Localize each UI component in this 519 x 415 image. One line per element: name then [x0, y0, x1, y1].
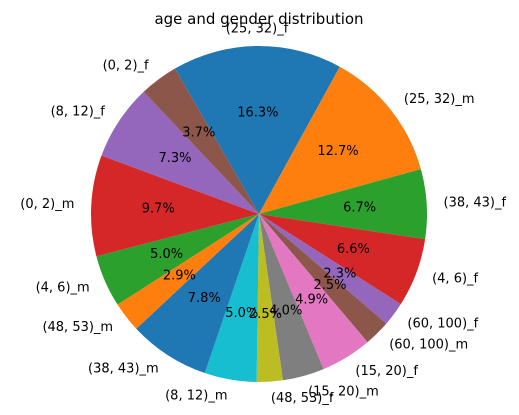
slice-percentage: 7.8% — [188, 291, 221, 306]
slice-label: (48, 53)_m — [42, 320, 113, 335]
slice-percentage: 6.6% — [337, 242, 370, 257]
percentage-labels: 16.3%12.7%6.7%6.6%2.3%2.5%4.9%4.0%2.5%5.… — [142, 106, 376, 322]
slice-label: (0, 2)_m — [20, 197, 74, 212]
slice-percentage: 9.7% — [142, 201, 175, 216]
slice-label: (4, 6)_f — [432, 271, 478, 286]
pie-slice — [259, 214, 387, 343]
pie-slice — [259, 169, 427, 240]
pie-slice — [259, 214, 324, 381]
pie-slices — [91, 45, 427, 382]
slice-label: (38, 43)_f — [444, 196, 507, 211]
slice-label: (48, 53)_f — [271, 391, 334, 406]
pie-slice — [259, 214, 401, 324]
slice-percentage: 2.5% — [313, 278, 346, 293]
slice-percentage: 12.7% — [317, 144, 358, 159]
slice-label: (0, 2)_f — [103, 58, 149, 73]
slice-label: (8, 12)_f — [51, 105, 106, 120]
slice-percentage: 2.9% — [163, 268, 196, 283]
pie-slice — [175, 45, 340, 214]
pie-slice — [96, 214, 259, 305]
pie-slice — [259, 214, 368, 370]
slice-label: (15, 20)_f — [355, 364, 418, 379]
slice-percentage: 4.0% — [269, 304, 302, 319]
pie-slice — [143, 68, 259, 214]
slice-label: (8, 12)_m — [165, 389, 227, 404]
slice-percentage: 5.0% — [150, 247, 183, 262]
slice-percentage: 2.5% — [249, 307, 282, 322]
pie-slice — [259, 214, 426, 305]
slice-percentage: 2.3% — [323, 267, 356, 282]
slice-label: (15, 20)_m — [308, 385, 379, 400]
slice-label: (60, 100)_m — [389, 338, 468, 353]
pie-slice — [101, 91, 259, 214]
chart-title: age and gender distribution — [154, 10, 363, 28]
slice-percentage: 3.7% — [182, 126, 215, 141]
pie-slice — [256, 214, 283, 382]
slice-percentage: 4.9% — [295, 293, 328, 308]
slice-percentage: 5.0% — [225, 306, 258, 321]
slice-percentage: 16.3% — [237, 106, 278, 121]
pie-slice — [136, 214, 259, 374]
slice-percentage: 6.7% — [343, 201, 376, 216]
pie-slice — [117, 214, 260, 329]
slice-label: (25, 32)_m — [404, 92, 475, 107]
slice-label: (60, 100)_f — [407, 317, 478, 332]
slice-percentage: 7.3% — [158, 151, 191, 166]
pie-slice — [91, 155, 259, 257]
slice-label: (4, 6)_m — [36, 281, 90, 296]
pie-slice — [204, 214, 259, 382]
slice-labels: (25, 32)_f (25, 32)_m (38, 43)_f (4, 6)_f (6… — [20, 22, 506, 406]
slice-label: (25, 32)_f — [226, 22, 289, 37]
pie-slice — [259, 66, 421, 214]
slice-label: (38, 43)_m — [88, 362, 159, 377]
